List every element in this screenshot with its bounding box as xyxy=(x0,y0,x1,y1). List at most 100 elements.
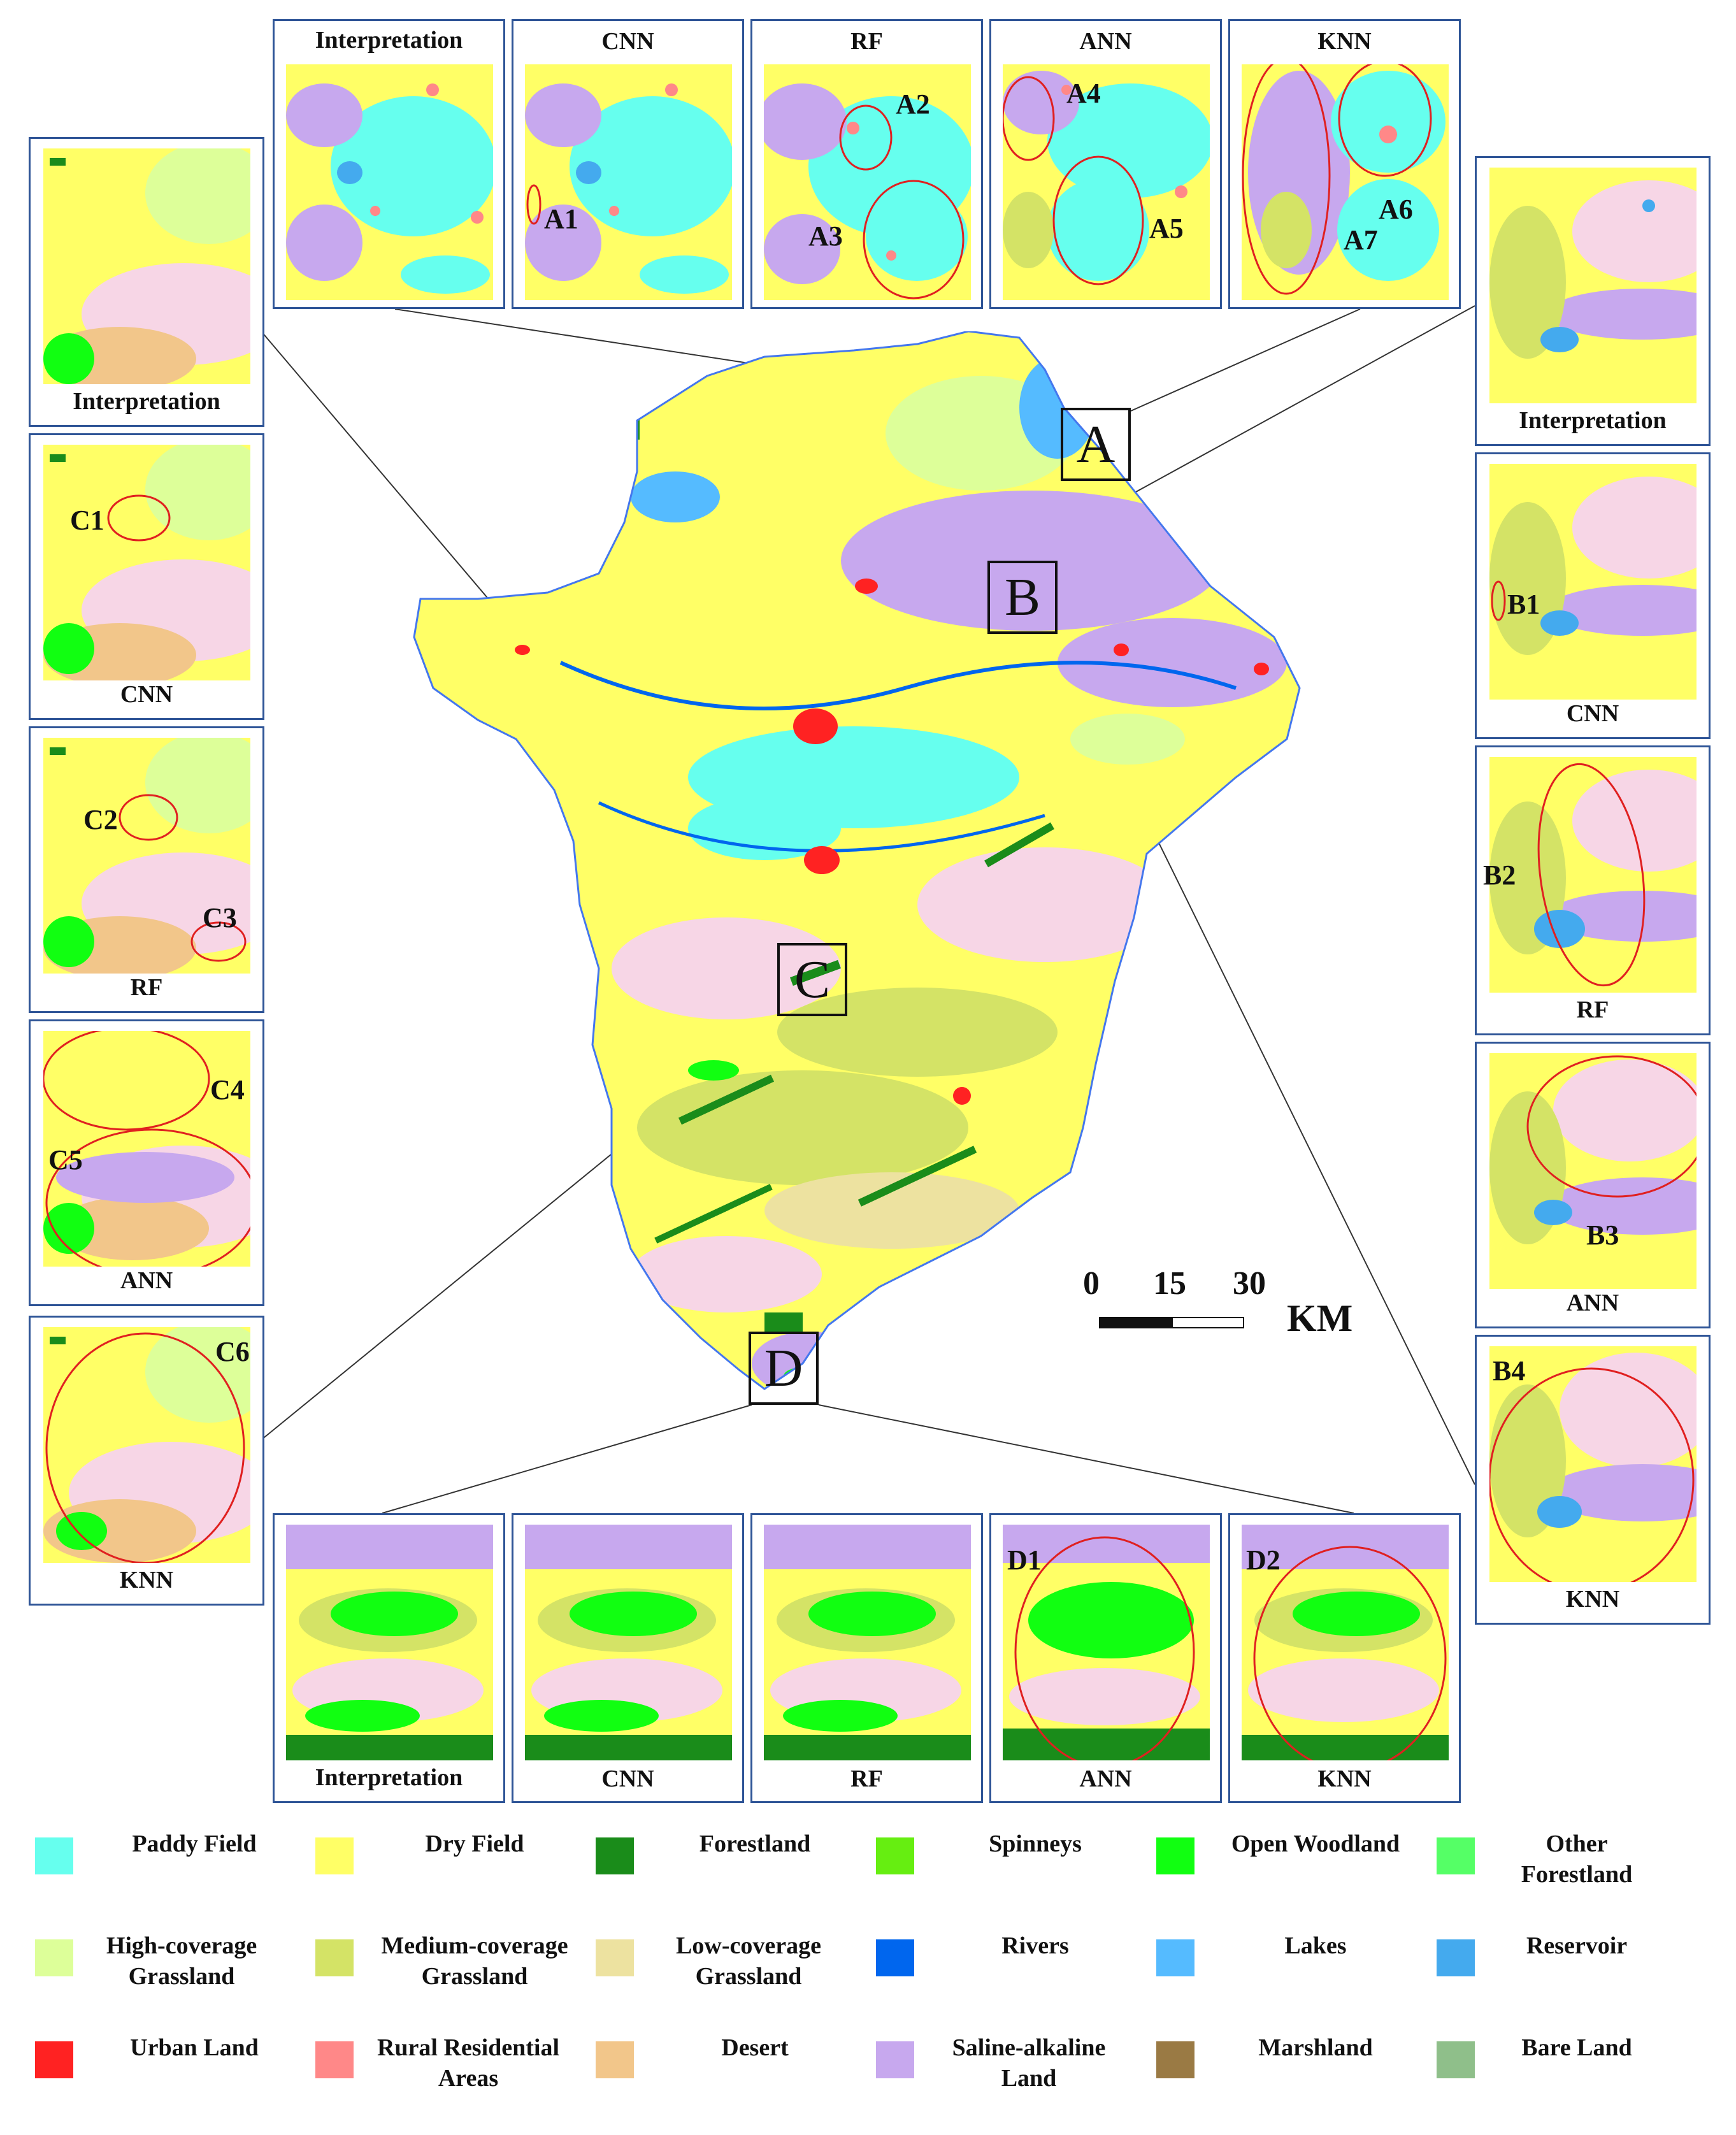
region-b-box: B xyxy=(987,561,1058,634)
panel-label: CNN xyxy=(120,681,173,708)
mini-map-c-ann xyxy=(43,1031,250,1267)
marker-a7: A7 xyxy=(1344,224,1378,255)
mini-map-d-knn xyxy=(1242,1525,1449,1760)
legend-swatch xyxy=(596,1939,634,1976)
mini-map-c-rf xyxy=(43,738,250,974)
scale-tick-15: 15 xyxy=(1153,1265,1186,1302)
mini-map-c-interpretation xyxy=(43,148,250,384)
legend-label: Urban Land xyxy=(130,2034,259,2061)
marker-b2: B2 xyxy=(1483,859,1516,891)
panel-top-interpretation: Interpretation xyxy=(273,19,505,309)
legend-label: Dry Field xyxy=(425,1830,524,1857)
marker-b4: B4 xyxy=(1493,1355,1526,1386)
region-a-box: A xyxy=(1061,408,1131,481)
legend-swatch xyxy=(1156,1939,1194,1976)
legend-item-desert: Desert xyxy=(596,2032,863,2122)
legend-label: Open Woodland xyxy=(1231,1830,1400,1857)
legend-item-open-woodland: Open Woodland xyxy=(1156,1829,1424,1918)
legend-item-rural-residential-areas: Rural Residential Areas xyxy=(315,2032,583,2122)
mini-map-d-interpretation xyxy=(286,1525,493,1760)
marker-a2: A2 xyxy=(896,89,930,120)
marker-c3: C3 xyxy=(203,902,237,933)
panel-label: Interpretation xyxy=(1519,407,1667,434)
marker-d1: D1 xyxy=(1007,1544,1042,1576)
legend-label: Rivers xyxy=(1001,1932,1069,1959)
marker-c4: C4 xyxy=(210,1074,245,1105)
legend-item-reservoir: Reservoir xyxy=(1437,1930,1704,2020)
panel-left-interpretation: Interpretation xyxy=(29,137,264,427)
legend-item-other-forestland: Other Forestland xyxy=(1437,1829,1704,1918)
region-b-label: B xyxy=(1004,568,1041,627)
panel-right-ann: B3 ANN xyxy=(1475,1042,1711,1328)
marker-d2: D2 xyxy=(1246,1544,1280,1576)
panel-bottom-knn: D2 KNN xyxy=(1228,1513,1461,1803)
mini-map-c-knn xyxy=(43,1327,250,1563)
panel-bottom-ann: D1 ANN xyxy=(989,1513,1222,1803)
scale-bar-black xyxy=(1099,1317,1172,1328)
legend-label: Spinneys xyxy=(989,1830,1082,1857)
marker-b1: B1 xyxy=(1507,589,1540,620)
panel-bottom-rf: RF xyxy=(750,1513,983,1803)
panel-left-rf: C2 C3 RF xyxy=(29,726,264,1013)
panel-label: ANN xyxy=(1566,1290,1619,1316)
legend-label: Medium-coverage Grassland xyxy=(381,1932,568,1990)
legend-swatch xyxy=(35,1837,73,1874)
legend-swatch xyxy=(876,1939,914,1976)
legend-item-urban-land: Urban Land xyxy=(35,2032,303,2122)
mini-map-b-rf xyxy=(1489,757,1697,993)
legend-label: Rural Residential Areas xyxy=(377,2034,560,2092)
legend-item-spinneys: Spinneys xyxy=(876,1829,1144,1918)
panel-label: RF xyxy=(850,28,883,55)
scale-bar: 0 15 30 KM xyxy=(1083,1265,1389,1367)
panel-label: Interpretation xyxy=(315,27,463,54)
marker-c5: C5 xyxy=(48,1144,83,1175)
scale-unit: KM xyxy=(1287,1297,1353,1339)
mini-map-b-interpretation xyxy=(1489,168,1697,403)
legend-item-lakes: Lakes xyxy=(1156,1930,1424,2020)
mini-map-c-cnn xyxy=(43,445,250,680)
panel-left-ann: C4 C5 ANN xyxy=(29,1019,264,1306)
legend-swatch xyxy=(1437,2041,1475,2078)
legend-label: Desert xyxy=(721,2034,789,2061)
panel-label: KNN xyxy=(1317,28,1372,55)
panel-right-interpretation: Interpretation xyxy=(1475,156,1711,446)
panel-label: Interpretation xyxy=(73,388,220,415)
mini-map-d-cnn xyxy=(525,1525,732,1760)
scale-tick-0: 0 xyxy=(1083,1265,1100,1302)
panel-right-knn: B4 KNN xyxy=(1475,1335,1711,1625)
legend-label: Low-coverage Grassland xyxy=(676,1932,821,1990)
legend-label: High-coverage Grassland xyxy=(106,1932,257,1990)
main-land-use-map xyxy=(413,331,1301,1390)
marker-a4: A4 xyxy=(1066,78,1101,109)
region-c-label: C xyxy=(794,950,831,1009)
legend-swatch xyxy=(1437,1939,1475,1976)
legend-swatch xyxy=(1156,2041,1194,2078)
marker-c2: C2 xyxy=(83,804,118,835)
legend-swatch xyxy=(596,1837,634,1874)
legend-item-forestland: Forestland xyxy=(596,1829,863,1918)
legend-item-low-coverage-grassland: Low-coverage Grassland xyxy=(596,1930,863,2020)
scale-bar-white xyxy=(1172,1317,1244,1328)
legend-item-saline-alkaline-land: Saline-alkaline Land xyxy=(876,2032,1144,2122)
legend-label: Forestland xyxy=(699,1830,811,1857)
legend-label: Reservoir xyxy=(1526,1932,1628,1959)
marker-c1: C1 xyxy=(70,505,104,536)
legend-label: Other Forestland xyxy=(1521,1830,1633,1888)
mini-map-a-interpretation xyxy=(286,64,493,300)
panel-label: RF xyxy=(1576,996,1609,1023)
legend-swatch xyxy=(35,2041,73,2078)
legend-swatch xyxy=(315,2041,354,2078)
mini-map-a-cnn xyxy=(525,64,732,300)
legend-item-dry-field: Dry Field xyxy=(315,1829,583,1918)
legend-item-marshland: Marshland xyxy=(1156,2032,1424,2122)
legend-swatch xyxy=(315,1837,354,1874)
panel-right-cnn: B1 CNN xyxy=(1475,452,1711,739)
panel-top-cnn: CNN A1 xyxy=(512,19,744,309)
mini-map-a-ann xyxy=(1003,64,1210,300)
marker-b3: B3 xyxy=(1586,1219,1619,1251)
mini-map-d-rf xyxy=(764,1525,971,1760)
legend-label: Saline-alkaline Land xyxy=(952,2034,1106,2092)
legend-item-medium-coverage-grassland: Medium-coverage Grassland xyxy=(315,1930,583,2020)
marker-a5: A5 xyxy=(1149,213,1184,244)
panel-label: CNN xyxy=(1566,700,1619,727)
